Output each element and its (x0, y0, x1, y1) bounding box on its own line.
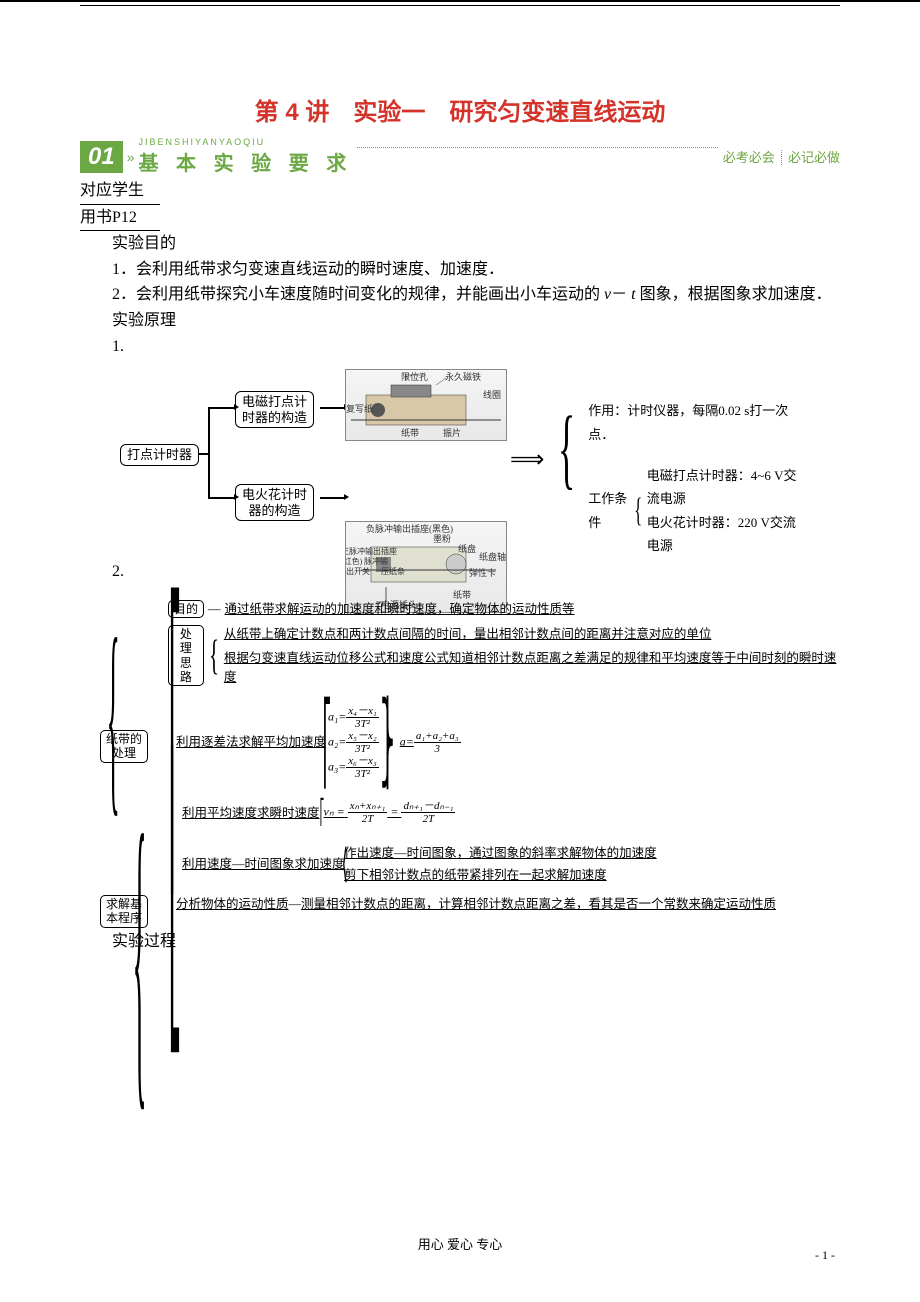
ref-line2: 用书P12 (80, 205, 160, 232)
purpose-2: 2．会利用纸带探究小车速度随时间变化的规律，并能画出小车运动的 v－ t 图象，… (112, 282, 840, 308)
method-1: 利用逐差法求解平均加速度 (176, 733, 326, 752)
dash-sep: — (289, 895, 302, 914)
implies-arrow-icon: ⟹ (510, 441, 544, 479)
brace-icon: { (107, 553, 120, 877)
method-3b: 剪下相邻计数点的纸带紧排列在一起求解加速度 (344, 866, 657, 885)
diagram-tape-processing: 纸带的处理 求解基本程序 { { 目的 — 通过纸带求解运动的加速度和瞬时速度，… (100, 600, 840, 914)
divider-dots (357, 146, 717, 148)
section-tags: 必考必会 必记必做 (723, 147, 840, 166)
method-4: 分析物体的运动性质 (176, 895, 289, 914)
chevron-icon: » (127, 149, 135, 165)
lesson-title: 第 4 讲 实验一 研究匀变速直线运动 (80, 92, 840, 127)
tag-2: 必记必做 (781, 150, 840, 165)
d1-sub1-box: 电磁打点计时器的构造 (235, 391, 314, 428)
formula-vn: vₙ = xₙ+xₙ₊₁2T = dₙ₊₁－dₙ₋₁2T (324, 800, 456, 825)
formula-a-avg: a=a₁+a₂+a₃3 (400, 730, 461, 755)
method-3a: 作出速度—时间图象，通过图象的斜率求解物体的加速度 (344, 844, 657, 863)
brace-icon: { (133, 702, 147, 1202)
section-pinyin: JIBENSHIYANYAOQIU (139, 137, 353, 147)
heading-principle: 实验原理 (112, 308, 840, 334)
heading-purpose: 实验目的 (112, 231, 840, 257)
diagram-timer-types: 打点计时器 电磁打点计时器的构造 电火花计时器的构造 (120, 369, 800, 549)
aim-text: 通过纸带求解运动的加速度和瞬时速度，确定物体的运动性质等 (225, 600, 575, 619)
method-2: 利用平均速度求瞬时速度 (182, 804, 320, 823)
section-number: 01 (80, 141, 123, 173)
formula-a1a2a3: a₁=x₄－x₁3T² a₂=x₅－x₂3T² a₃=x₆－x₃3T² (328, 705, 379, 781)
footer-motto: 用心 爱心 专心 (80, 1234, 840, 1253)
d1-root-box: 打点计时器 (120, 444, 199, 466)
d1-sub2-box: 电火花计时器的构造 (235, 484, 314, 521)
method-4-text: 测量相邻计数点的距离，计算相邻计数点距离之差，看其是否一个常数来确定运动性质 (301, 895, 776, 914)
proc-text-1: 从纸带上确定计数点和两计数点间隔的时间，量出相邻计数点间的距离并注意对应的单位 (224, 625, 840, 644)
purpose-1: 1．会利用纸带求匀变速直线运动的瞬时速度、加速度． (112, 257, 840, 283)
method-3: 利用速度—时间图象求加速度 (182, 855, 345, 874)
electromagnetic-timer-diagram: 限位孔 振针 永久磁铁 线圈 复写纸 纸带 振片 (345, 369, 507, 441)
ref-line1: 对应学生 (80, 178, 160, 205)
tag-1: 必考必会 (723, 150, 775, 165)
d1-right-text: { 作用：计时仪器，每隔0.02 s打一次点． 工作条件 { 电磁打点计时器：4… (545, 399, 800, 557)
page-number: - 1 - (815, 1248, 835, 1263)
section-title: 基 本 实 验 要 求 (139, 147, 353, 176)
section-header: 01 » JIBENSHIYANYAOQIU 基 本 实 验 要 求 必考必会 … (80, 137, 840, 176)
principle-num-1: 1. (112, 334, 840, 360)
heading-process: 实验过程 (112, 929, 840, 955)
proc-text-2: 根据匀变速直线运动位移公式和速度公式知道相邻计数点距离之差满足的规律和平均速度等… (224, 649, 840, 687)
